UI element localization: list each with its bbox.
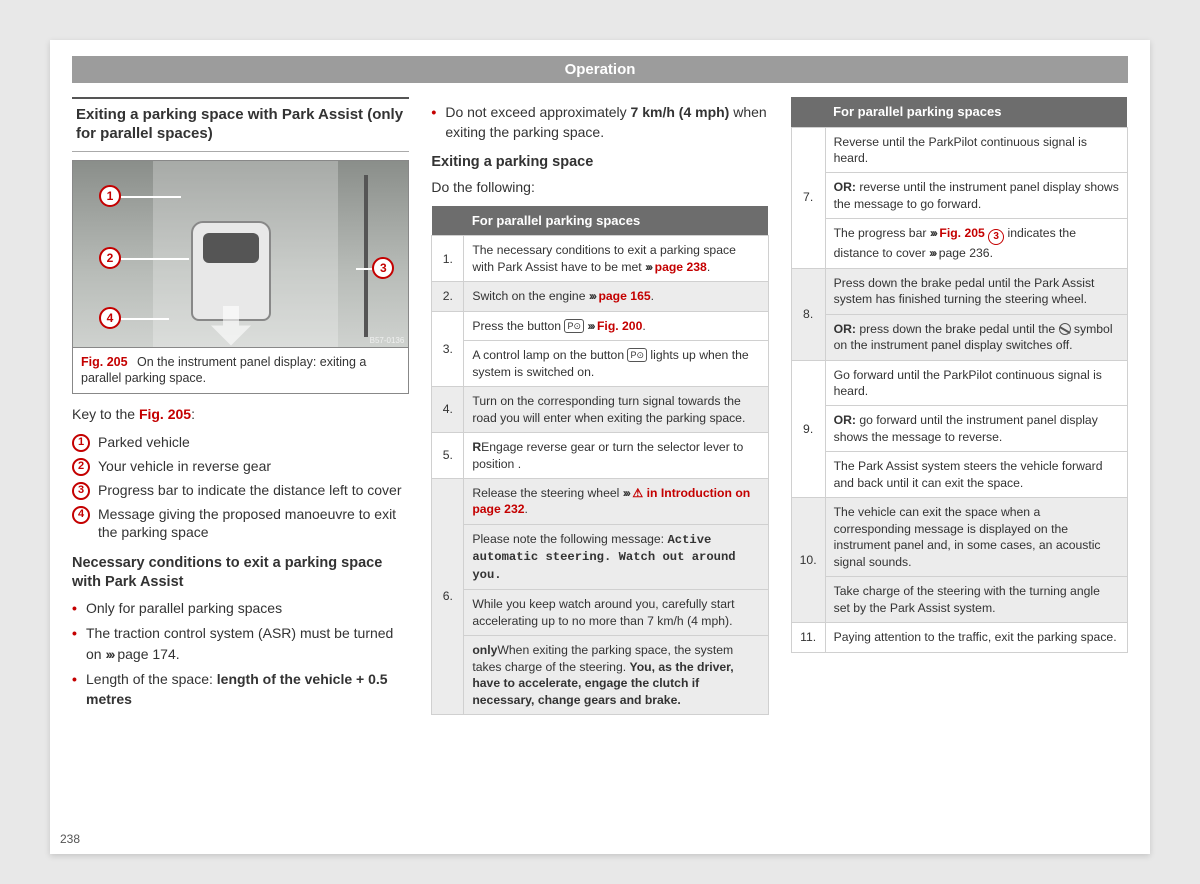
callout-1: 1 [99,185,121,207]
step-number: 2. [432,282,464,311]
table-row: The progress bar ››› Fig. 205 3 indicate… [791,219,1127,268]
steps-table-2: For parallel parking spaces 7.Reverse un… [791,97,1128,653]
step-text: OR: go forward until the instrument pane… [825,406,1127,452]
column-2: Do not exceed approximately 7 km/h (4 mp… [431,97,768,715]
figure-key-list: 1Parked vehicle 2Your vehicle in reverse … [72,433,409,543]
column-3: For parallel parking spaces 7.Reverse un… [791,97,1128,715]
table-row: A control lamp on the button P⊙ lights u… [432,341,768,387]
speed-note: Do not exceed approximately 7 km/h (4 mp… [431,102,768,143]
step-number: 5. [432,433,464,479]
step-text: Go forward until the ParkPilot continuou… [825,360,1127,406]
figure-205: 1 2 3 4 B57-0136 Fig. 205 On the instrum… [72,160,409,395]
conditions-heading: Necessary conditions to exit a parking s… [72,554,409,592]
table-row: OR: go forward until the instrument pane… [791,406,1127,452]
table-row: 4.Turn on the corresponding turn signal … [432,387,768,433]
section-title: Exiting a parking space with Park Assist… [72,97,409,152]
step-text: REngage reverse gear or turn the selecto… [464,433,768,479]
steps-table-1: For parallel parking spaces 1.The necess… [431,206,768,715]
step-text: The necessary conditions to exit a parki… [464,236,768,282]
condition-item: The traction control system (ASR) must b… [72,623,409,664]
table-row: 10.The vehicle can exit the space when a… [791,498,1127,577]
figure-caption: Fig. 205 On the instrument panel display… [73,347,408,394]
callout-4: 4 [99,307,121,329]
step-number: 1. [432,236,464,282]
step-text: OR: press down the brake pedal until the… [825,314,1127,360]
conditions-list: Only for parallel parking spaces The trac… [72,598,409,709]
table-row: Take charge of the steering with the tur… [791,577,1127,623]
key-item: 2Your vehicle in reverse gear [72,457,409,476]
table-row: 11.Paying attention to the traffic, exit… [791,623,1127,652]
step-number: 7. [791,127,825,268]
step-text: The Park Assist system steers the vehicl… [825,452,1127,498]
callout-3: 3 [372,257,394,279]
step-text: The vehicle can exit the space when a co… [825,498,1127,577]
step-text: Switch on the engine ››› page 165. [464,282,768,311]
step-text: Paying attention to the traffic, exit th… [825,623,1127,652]
columns: Exiting a parking space with Park Assist… [72,97,1128,715]
step-text: Press the button P⊙ ››› Fig. 200. [464,311,768,340]
table-row: 5.REngage reverse gear or turn the selec… [432,433,768,479]
table-header: For parallel parking spaces [825,97,1127,127]
table-row: While you keep watch around you, careful… [432,590,768,636]
figure-code: B57-0136 [370,336,405,345]
page-header: Operation [72,56,1128,83]
step-text: Turn on the corresponding turn signal to… [464,387,768,433]
table-row: OR: press down the brake pedal until the… [791,314,1127,360]
condition-item: Only for parallel parking spaces [72,598,409,618]
exit-intro: Do the following: [431,177,768,197]
table-row: Please note the following message: Activ… [432,524,768,589]
callout-2: 2 [99,247,121,269]
step-number: 6. [432,478,464,714]
table-row: 1.The necessary conditions to exit a par… [432,236,768,282]
manual-page: Operation Exiting a parking space with P… [50,40,1150,854]
step-text: Reverse until the ParkPilot continuous s… [825,127,1127,173]
table-row: 2.Switch on the engine ››› page 165. [432,282,768,311]
key-item: 4Message giving the proposed manoeuvre t… [72,505,409,543]
table-row: 8.Press down the brake pedal until the P… [791,268,1127,314]
step-number: 10. [791,498,825,623]
step-text: While you keep watch around you, careful… [464,590,768,636]
exit-heading: Exiting a parking space [431,153,768,172]
figure-ref: Fig. 205 [81,355,128,369]
step-text: Release the steering wheel ››› ⚠ in Intr… [464,478,768,524]
key-item: 1Parked vehicle [72,433,409,452]
step-text: A control lamp on the button P⊙ lights u… [464,341,768,387]
condition-item: Length of the space: length of the vehic… [72,669,409,710]
step-number: 4. [432,387,464,433]
table-row: 7.Reverse until the ParkPilot continuous… [791,127,1127,173]
step-text: Press down the brake pedal until the Par… [825,268,1127,314]
key-intro: Key to the Fig. 205: [72,404,409,424]
table-row: OR: reverse until the instrument panel d… [791,173,1127,219]
step-number: 3. [432,311,464,386]
progress-bar-icon [364,175,368,337]
column-1: Exiting a parking space with Park Assist… [72,97,409,715]
step-text: onlyWhen exiting the parking space, the … [464,636,768,715]
page-number: 238 [60,832,80,846]
step-number: 9. [791,360,825,498]
step-text: Take charge of the steering with the tur… [825,577,1127,623]
step-number: 8. [791,268,825,360]
step-text: The progress bar ››› Fig. 205 3 indicate… [825,219,1127,268]
table-row: 9.Go forward until the ParkPilot continu… [791,360,1127,406]
step-number: 11. [791,623,825,652]
step-text: OR: reverse until the instrument panel d… [825,173,1127,219]
table-row: The Park Assist system steers the vehicl… [791,452,1127,498]
step-text: Please note the following message: Activ… [464,524,768,589]
table-row: 3.Press the button P⊙ ››› Fig. 200. [432,311,768,340]
key-item: 3Progress bar to indicate the distance l… [72,481,409,500]
figure-image: 1 2 3 4 B57-0136 [73,161,408,347]
table-row: onlyWhen exiting the parking space, the … [432,636,768,715]
table-header: For parallel parking spaces [464,206,768,236]
table-row: 6.Release the steering wheel ››› ⚠ in In… [432,478,768,524]
